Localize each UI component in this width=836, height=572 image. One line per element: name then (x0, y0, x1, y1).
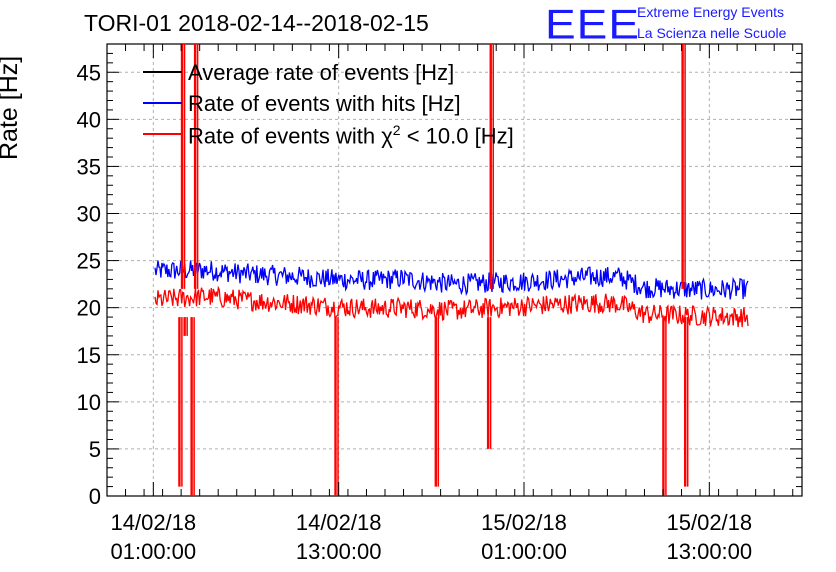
legend-average: Average rate of events [Hz] (188, 60, 455, 85)
series-hits-line (154, 260, 749, 300)
x-tick-label-time: 13:00:00 (667, 539, 753, 564)
x-tick-label-time: 13:00:00 (296, 539, 382, 564)
y-tick-label: 45 (77, 60, 101, 85)
legend-lines (143, 71, 182, 135)
series-layer (154, 44, 749, 496)
axes: 0 5 10 15 20 25 30 35 40 45 14/02/18 01:00:00 14/02/… (77, 43, 802, 564)
y-tick-label: 30 (77, 202, 101, 227)
x-tick-label-time: 01:00:00 (481, 539, 567, 564)
chi-superscript: 2 (392, 122, 401, 138)
series-chi2-line (154, 285, 749, 328)
chi-symbol: χ (381, 123, 393, 149)
y-tick-label: 40 (77, 107, 101, 132)
legend-hits: Rate of events with hits [Hz] (188, 91, 461, 116)
y-tick-label: 0 (89, 484, 101, 509)
grid-lines (107, 44, 802, 496)
x-tick-label-date: 14/02/18 (296, 510, 382, 535)
y-tick-label: 20 (77, 296, 101, 321)
y-tick-label: 10 (77, 390, 101, 415)
y-tick-label: 35 (77, 154, 101, 179)
legend-chi2-suffix: < 10.0 [Hz] (400, 123, 514, 149)
y-tick-label: 15 (77, 343, 101, 368)
legend-chi2: Rate of events with χ2 < 10.0 [Hz] (188, 122, 514, 149)
y-tick-label: 5 (89, 437, 101, 462)
x-tick-label-date: 15/02/18 (667, 510, 753, 535)
x-tick-label-date: 14/02/18 (111, 510, 197, 535)
y-axis-label: Rate [Hz] (0, 55, 23, 160)
logo-line-1: Extreme Energy Events (637, 4, 785, 20)
x-tick-label-date: 15/02/18 (481, 510, 567, 535)
y-tick-label: 25 (77, 249, 101, 274)
legend-chi2-prefix: Rate of events with (188, 123, 382, 149)
x-tick-label-time: 01:00:00 (111, 539, 197, 564)
chart-title: TORI-01 2018-02-14--2018-02-15 (84, 10, 429, 36)
logo-line-2: La Scienza nelle Scuole (637, 25, 787, 41)
eee-logo: EEE (545, 0, 641, 48)
